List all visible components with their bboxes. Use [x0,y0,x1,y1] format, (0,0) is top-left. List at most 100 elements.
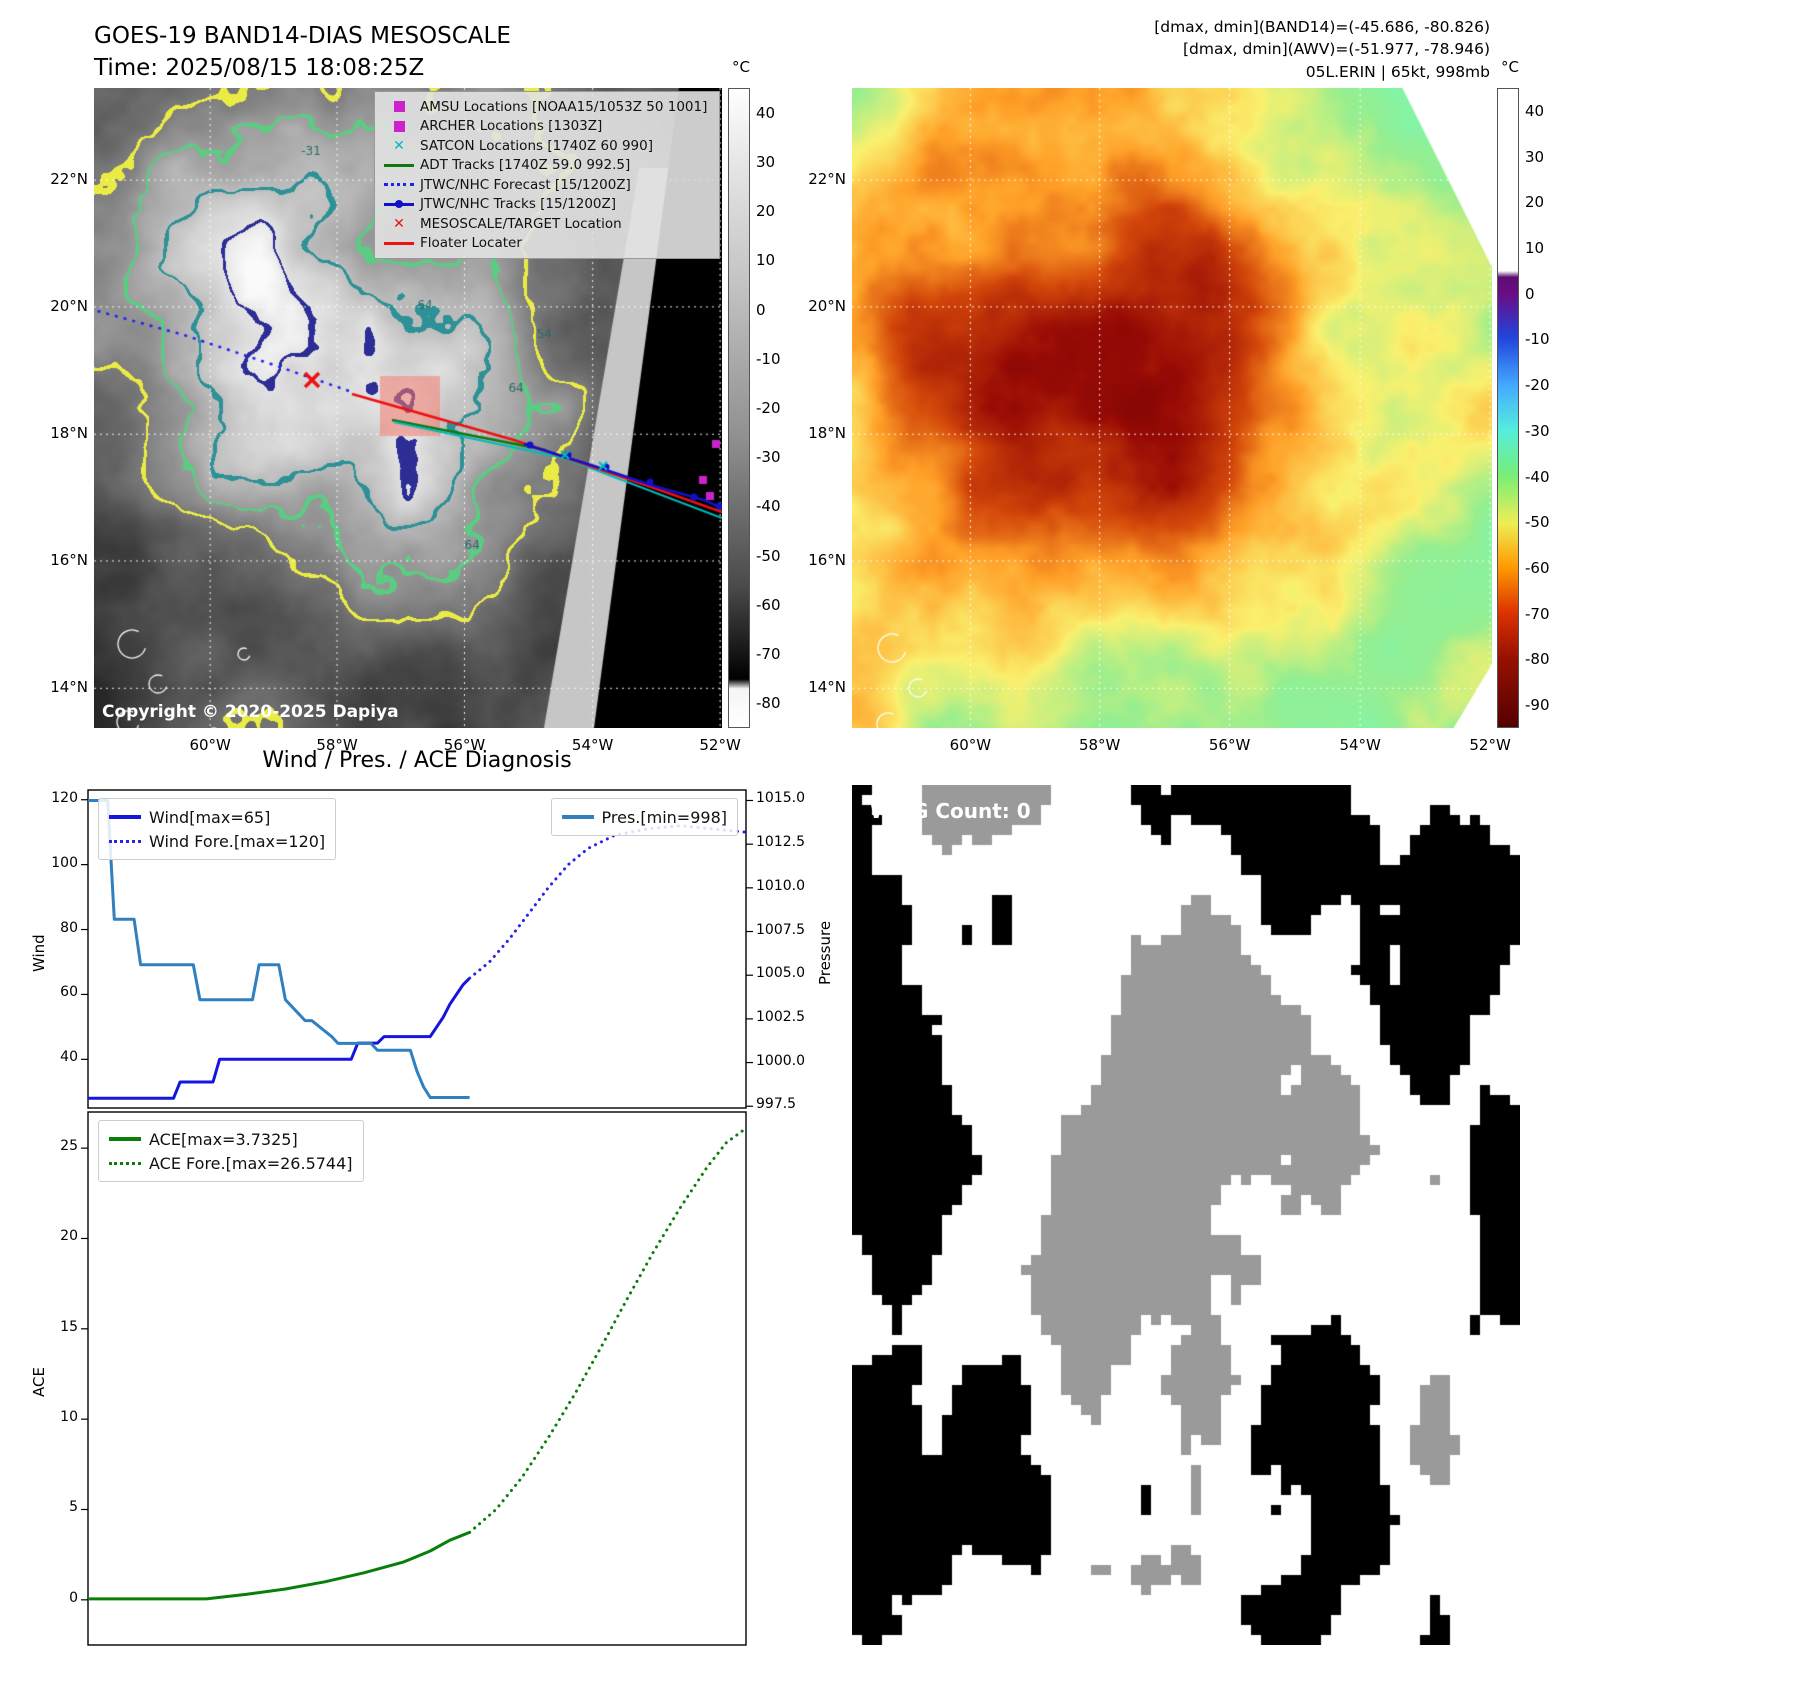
y2-tick-label: 1000.0 [756,1052,805,1069]
map-legend-label: JTWC/NHC Forecast [15/1200Z] [420,176,631,193]
map-legend-item: Floater Locater [382,234,712,254]
wmg-panel: WMG Count: 0 [852,785,1520,1645]
band14-colorbar-tick: -20 [756,399,781,417]
map-legend-label: AMSU Locations [NOAA15/1053Z 50 1001] [420,98,708,115]
y-tick-label: 60 [60,984,78,1001]
awv-colorbar-unit: °C [1501,58,1519,76]
panel2-header: [dmax, dmin](BAND14)=(-45.686, -80.826) … [1154,16,1490,83]
band14-colorbar-unit: °C [732,58,750,76]
y2-tick-label: 1007.5 [756,921,805,938]
map-legend-item: AMSU Locations [NOAA15/1053Z 50 1001] [382,97,712,117]
y-tick-label: 15 [60,1318,78,1335]
panel1-title: GOES-19 BAND14-DIAS MESOSCALE [94,23,511,49]
dotted-line-marker-icon [109,1161,141,1165]
band14-lon-label: 60°W [189,736,231,754]
band14-colorbar-tick: 20 [756,202,776,221]
awv-colorbar-tick: 20 [1525,193,1545,212]
map-legend-item: ✕ MESOSCALE/TARGET Location [382,214,712,234]
pressure-legend: Pres.[min=998] [550,798,738,836]
line-marker-icon [382,241,416,245]
y2-tick-label: 1012.5 [756,834,805,851]
series-Wind Fore.[max=120] [468,824,748,980]
square-marker-icon [382,120,416,132]
band14-colorbar-tick: -40 [756,497,781,516]
solid-line-marker-icon [109,815,141,819]
awv-lat-label: 14°N [808,678,846,697]
y2-tick-label: 1005.0 [756,965,805,982]
y-tick-label: 25 [60,1138,78,1155]
copyright-text: Copyright © 2020-2025 Dapiya [102,702,399,722]
awv-colorbar-tick: -20 [1525,376,1550,395]
map-legend-item: ADT Tracks [1740Z 59.0 992.5] [382,156,712,176]
dotted-line-marker-icon [109,839,141,843]
y2-tick-label: 1002.5 [756,1008,805,1025]
awv-colorbar-tick: -50 [1525,513,1550,532]
chart-legend-label: Wind Fore.[max=120] [149,831,326,851]
band14-lat-label: 22°N [50,170,88,189]
awv-satellite-canvas [852,88,1492,728]
chart-frame [87,1111,747,1646]
chart-legend-item: Pres.[min=998] [561,805,727,829]
awv-colorbar-tick: 30 [1525,147,1545,166]
map-legend-item: ✕ SATCON Locations [1740Z 60 990] [382,136,712,156]
dmax-dmin-band14: [dmax, dmin](BAND14)=(-45.686, -80.826) [1154,18,1490,36]
solid-line-marker-icon [109,1137,141,1141]
map-legend-item: ARCHER Locations [1303Z] [382,117,712,137]
chart-legend-item: Wind Fore.[max=120] [109,829,325,853]
wmg-canvas [852,785,1520,1645]
ace-legend: ACE[max=3.7325] ACE Fore.[max=26.5744] [98,1120,364,1182]
band14-colorbar-tick: 10 [756,251,776,270]
awv-lon-label: 52°W [1469,736,1511,754]
band14-lon-label: 52°W [699,736,741,754]
band14-lat-label: 14°N [50,678,88,697]
y-tick-label: 100 [51,854,78,871]
y-tick-label: 120 [51,789,78,806]
band14-colorbar-tick: -60 [756,595,781,614]
awv-lat-label: 22°N [808,170,846,189]
awv-colorbar [1497,88,1519,728]
chart-frame [87,789,747,1109]
awv-colorbar-tick: 40 [1525,101,1545,120]
band14-colorbar-tick: 30 [756,152,776,171]
awv-colorbar-tick: -70 [1525,604,1550,623]
band14-colorbar-tick: -10 [756,349,781,368]
band14-lat-label: 16°N [50,550,88,569]
band14-colorbar-tick: -50 [756,546,781,565]
ace-axis-label: ACE [30,1367,48,1397]
panel1-title-block: GOES-19 BAND14-DIAS MESOSCALE Time: 2025… [94,20,511,84]
y2-tick-label: 1015.0 [756,790,805,807]
awv-colorbar-tick: -60 [1525,559,1550,577]
diagnosis-title: Wind / Pres. / ACE Diagnosis [262,748,572,773]
dmax-dmin-awv: [dmax, dmin](AWV)=(-51.977, -78.946) [1183,40,1490,59]
chart-legend-item: ACE[max=3.7325] [109,1127,353,1151]
awv-colorbar-tick: -80 [1525,650,1550,669]
pressure-axis-label: Pressure [816,920,834,985]
awv-lon-label: 56°W [1208,736,1251,754]
y-tick-label: 20 [60,1228,78,1245]
awv-lat-label: 18°N [808,424,846,443]
band14-colorbar-tick: 40 [756,103,776,122]
dotted-marker-icon [382,183,416,187]
map-legend-label: ADT Tracks [1740Z 59.0 992.5] [420,157,631,174]
series-Wind[max=65] [88,977,471,1100]
chart-legend-label: Wind[max=65] [149,807,271,827]
chart-legend-label: ACE[max=3.7325] [149,1129,298,1149]
band14-satellite-map: AMSU Locations [NOAA15/1053Z 50 1001] ARC… [94,88,722,728]
awv-colorbar-tick: 0 [1525,284,1535,303]
awv-lon-label: 58°W [1078,736,1121,754]
square-marker-icon [382,101,416,113]
wind-axis-label: Wind [30,934,48,972]
band14-lon-label: 56°W [443,736,486,754]
map-legend-label: ARCHER Locations [1303Z] [420,118,603,135]
band14-lat-label: 20°N [50,296,88,315]
band14-colorbar-tick: 0 [756,300,766,319]
x-marker-icon: ✕ [393,137,405,154]
y-tick-label: 80 [60,919,78,936]
chart-legend-item: Wind[max=65] [109,805,325,829]
y-tick-label: 0 [69,1589,78,1606]
band14-lat-label: 18°N [50,424,88,443]
awv-lat-label: 20°N [808,296,846,315]
chart-legend-label: ACE Fore.[max=26.5744] [149,1153,353,1173]
map-legend: AMSU Locations [NOAA15/1053Z 50 1001] ARC… [374,91,720,259]
chart-legend-item: ACE Fore.[max=26.5744] [109,1151,353,1175]
